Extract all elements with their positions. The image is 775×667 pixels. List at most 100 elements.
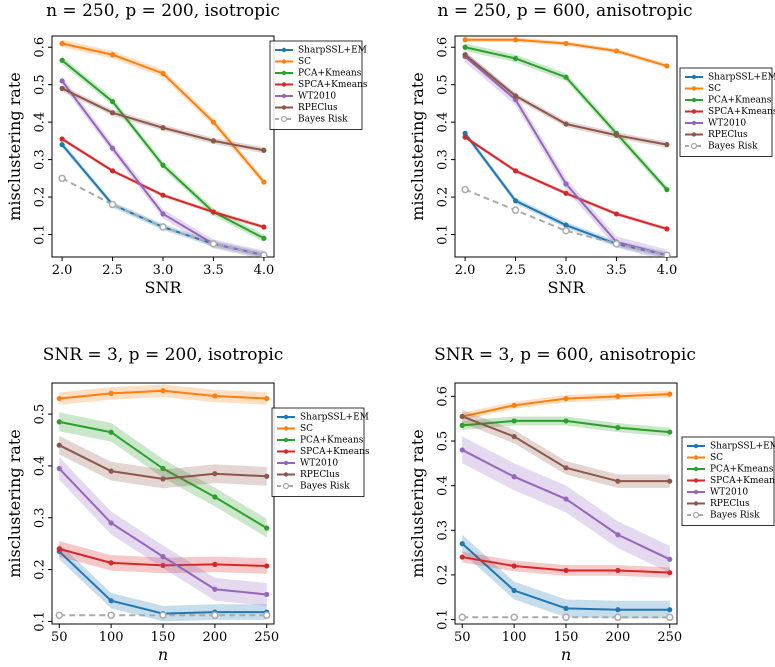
legend-marker xyxy=(691,120,697,126)
point-spca-kmeans xyxy=(613,211,620,217)
y-tick-label: 0.4 xyxy=(33,456,48,477)
point-pca-kmeans xyxy=(462,44,468,50)
point-bayes-risk xyxy=(614,613,622,622)
point-wt2010 xyxy=(109,145,116,151)
point-spca-kmeans xyxy=(160,192,166,198)
band-rpeclus xyxy=(462,409,670,488)
point-rpeclus xyxy=(59,85,65,92)
point-sc xyxy=(613,48,620,54)
band-spca-kmeans xyxy=(62,137,264,229)
x-tick-label: 3.0 xyxy=(153,263,174,278)
point-rpeclus xyxy=(210,138,217,144)
point-sc xyxy=(109,52,116,58)
point-sharpssl-em xyxy=(563,605,569,611)
y-tick-label: 0.6 xyxy=(33,37,48,58)
legend-label: SC xyxy=(710,453,723,463)
legend-marker xyxy=(281,47,287,53)
band-pca-kmeans xyxy=(465,43,667,194)
x-tick-label: 150 xyxy=(554,630,579,645)
y-tick-label: 0.2 xyxy=(33,187,48,208)
point-sc xyxy=(664,63,670,69)
point-rpeclus xyxy=(667,478,673,484)
point-wt2010 xyxy=(563,181,569,187)
legend-label: WT2010 xyxy=(710,488,748,498)
legend-marker xyxy=(283,426,289,431)
point-pca-kmeans xyxy=(109,98,116,105)
x-tick-label: 100 xyxy=(502,630,527,645)
data-layer xyxy=(458,390,674,622)
legend-marker xyxy=(692,511,700,519)
point-sc xyxy=(563,40,569,47)
data-layer xyxy=(461,37,671,257)
point-wt2010 xyxy=(160,211,166,217)
legend-label: PCA+Kmeans xyxy=(300,436,364,446)
point-wt2010 xyxy=(264,591,270,598)
y-tick-label: 0.5 xyxy=(436,431,451,452)
legend-marker xyxy=(691,86,697,91)
legend-label: WT2010 xyxy=(708,119,746,129)
y-tick-label: 0.2 xyxy=(436,187,451,208)
point-pca-kmeans xyxy=(563,74,569,80)
point-bayes-risk xyxy=(209,240,218,248)
legend-marker xyxy=(691,132,697,137)
point-sharpssl-em xyxy=(462,130,468,136)
x-axis-label: n xyxy=(561,645,571,664)
point-bayes-risk xyxy=(458,613,467,622)
point-wt2010 xyxy=(511,474,517,480)
point-spca-kmeans xyxy=(664,226,670,232)
y-tick-label: 0.2 xyxy=(436,565,451,586)
legend-label: SharpSSL+EM xyxy=(298,46,367,56)
point-sc xyxy=(264,395,270,402)
point-sc xyxy=(563,396,569,402)
legend-marker xyxy=(693,489,699,495)
legend-label: SharpSSL+EM xyxy=(708,73,775,83)
y-tick-label: 0.3 xyxy=(436,520,451,541)
point-rpeclus xyxy=(563,121,569,127)
point-spca-kmeans xyxy=(512,168,519,174)
y-tick-label: 0.1 xyxy=(436,609,451,630)
point-rpeclus xyxy=(109,110,116,116)
legend-marker xyxy=(693,466,699,472)
legend-label: SharpSSL+EM xyxy=(300,413,369,423)
x-tick-label: 3.5 xyxy=(203,263,224,278)
legend-label: PCA+Kmeans xyxy=(708,96,772,106)
point-pca-kmeans xyxy=(667,429,673,435)
legend-label: SC xyxy=(708,84,721,94)
legend-label: RPEClus xyxy=(300,470,340,480)
point-sc xyxy=(615,393,621,399)
point-sc xyxy=(56,395,62,402)
band-rpeclus xyxy=(465,51,667,148)
point-pca-kmeans xyxy=(160,465,166,472)
x-tick-label: 2.0 xyxy=(52,263,73,278)
legend-marker xyxy=(281,70,287,76)
x-tick-label: 250 xyxy=(254,630,279,645)
legend-marker xyxy=(693,501,699,506)
point-wt2010 xyxy=(108,520,114,526)
point-wt2010 xyxy=(459,447,465,453)
point-rpeclus xyxy=(563,465,569,471)
panel-snr-p200-isotropic: 0.1 0.2 0.3 0.4 0.5 0.6 2.0 2.5 3.0 3.5 4.0 SNR misc… xyxy=(5,1,368,297)
legend-marker xyxy=(283,437,289,443)
band-spca-kmeans xyxy=(465,135,667,231)
point-sharpssl-em xyxy=(108,598,114,604)
chart-title: n = 250, p = 200, isotropic xyxy=(46,1,280,21)
point-wt2010 xyxy=(160,554,166,560)
point-bayes-risk xyxy=(562,227,570,235)
point-bayes-risk xyxy=(159,223,167,231)
point-rpeclus xyxy=(459,413,465,420)
legend-label: WT2010 xyxy=(300,459,338,469)
y-axis-label: misclustering rate xyxy=(5,429,24,577)
legend-marker xyxy=(693,443,699,449)
x-tick-label: 2.0 xyxy=(455,263,476,278)
point-pca-kmeans xyxy=(615,425,621,431)
x-tick-label: 2.5 xyxy=(102,263,123,278)
point-spca-kmeans xyxy=(264,563,270,569)
point-spca-kmeans xyxy=(563,190,569,196)
band-wt2010 xyxy=(59,457,267,606)
legend-label: Bayes Risk xyxy=(708,142,758,152)
point-bayes-risk xyxy=(510,613,518,622)
point-wt2010 xyxy=(512,97,519,103)
legend-marker xyxy=(282,482,290,490)
point-sc xyxy=(210,119,217,125)
